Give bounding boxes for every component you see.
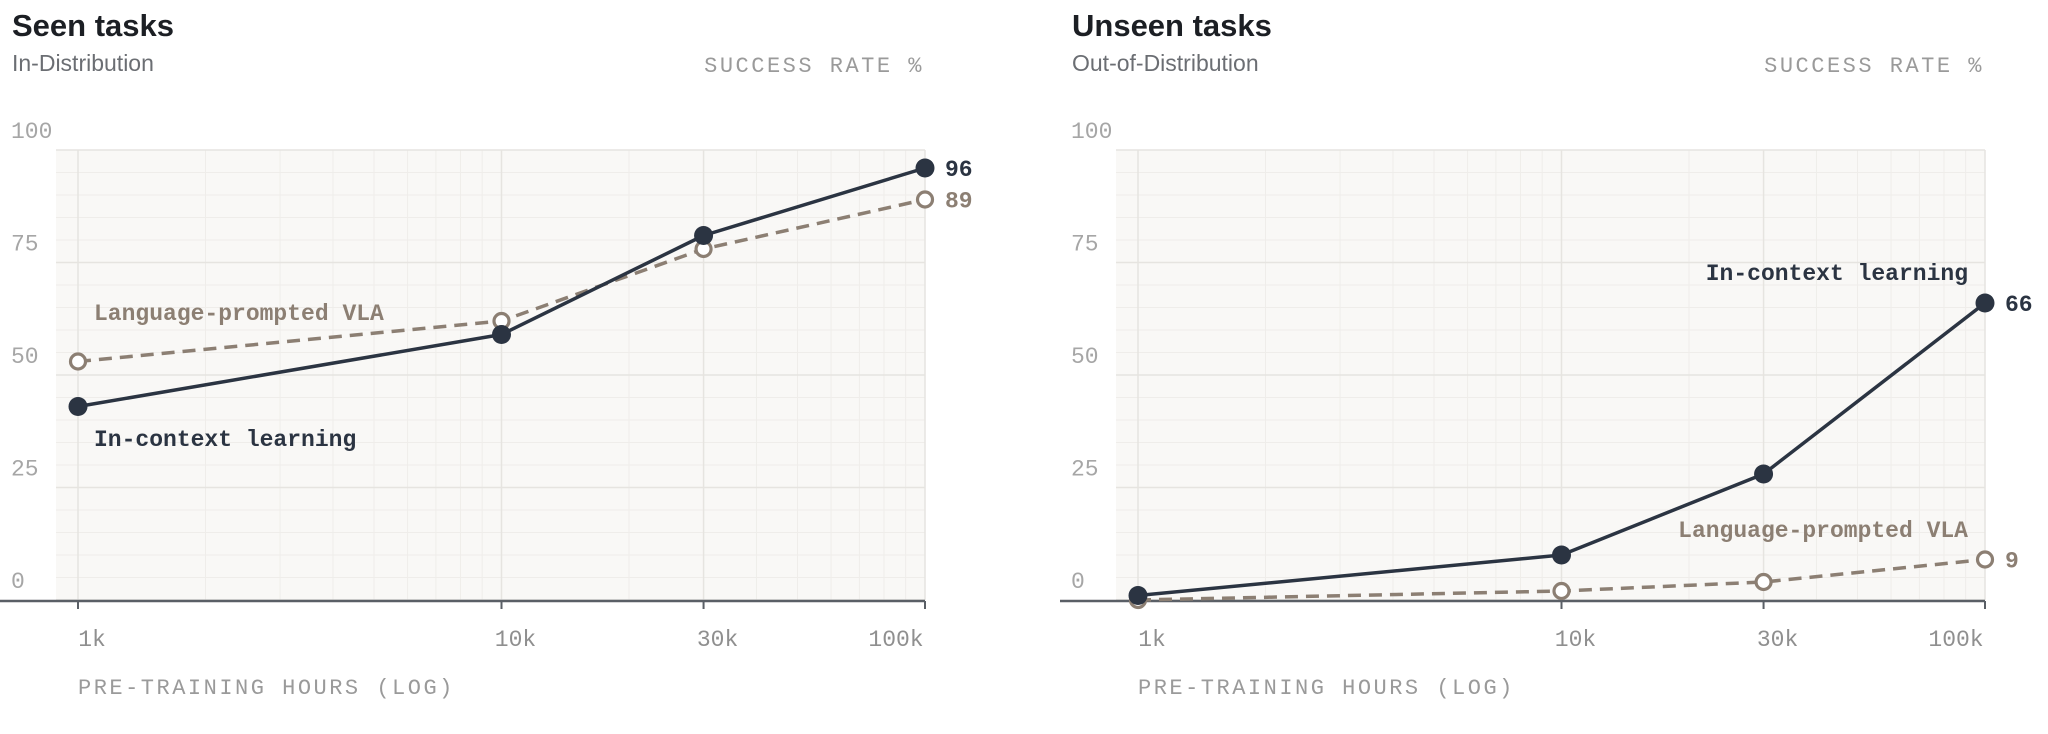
y-tick-label: 50 <box>11 344 39 370</box>
icl-series-label: In-context learning <box>94 427 356 453</box>
y-tick-label: 0 <box>11 569 25 595</box>
x-tick-label: 30k <box>1757 627 1798 653</box>
x-tick-label: 100k <box>868 627 923 653</box>
x-tick-label: 100k <box>1928 627 1983 653</box>
icl-data-point <box>1128 586 1148 605</box>
icl-data-point <box>1552 545 1571 565</box>
y-tick-label: 25 <box>11 457 39 483</box>
unseen-tasks-panel: Unseen tasks Out-of-Distribution 1k 10k 30… <box>1060 0 2048 729</box>
icl-data-point <box>68 397 88 416</box>
seen-tasks-plot: 1k 10k 30k 100k 0 25 50 75 100 SUCCESS RATE % PRE-… <box>0 54 973 701</box>
icl-data-point <box>915 158 935 178</box>
x-tick-label: 1k <box>1138 627 1166 653</box>
icl-series-line <box>1137 301 1987 598</box>
vla-data-point <box>915 190 935 209</box>
x-tick-label: 30k <box>697 627 738 653</box>
vla-end-value-label: 89 <box>945 189 973 215</box>
y-tick-label: 50 <box>1071 344 1099 370</box>
icl-end-value-label: 96 <box>945 157 973 183</box>
y-tick-label: 25 <box>1071 457 1099 483</box>
x-axis-label: PRE-TRAINING HOURS (LOG) <box>1138 676 1515 701</box>
icl-series-line <box>77 166 926 409</box>
x-tick-label: 1k <box>78 627 106 653</box>
y-tick-label: 0 <box>1071 569 1085 595</box>
chart-subtitle: Out-of-Distribution <box>1072 50 1259 76</box>
chart-title: Seen tasks <box>12 8 174 43</box>
vla-data-point <box>68 352 88 371</box>
y-tick-label: 100 <box>1071 119 1112 145</box>
vla-series-line <box>1137 557 1986 602</box>
y-tick-label: 75 <box>11 232 39 258</box>
seen-tasks-panel: Seen tasks In-Distribution 1k 10k 30k 100k 0… <box>0 0 1000 729</box>
y-axis-label: SUCCESS RATE % <box>1764 54 1984 79</box>
icl-data-point <box>694 226 714 245</box>
vla-end-value-label: 9 <box>2005 549 2019 575</box>
x-tick-label: 10k <box>495 627 536 653</box>
chart-subtitle: In-Distribution <box>12 50 154 76</box>
icl-data-point <box>1975 293 1995 313</box>
vla-series-label: Language-prompted VLA <box>1678 518 1968 544</box>
icl-end-value-label: 66 <box>2005 292 2033 318</box>
vla-data-point <box>1754 572 1773 592</box>
x-tick-label: 10k <box>1555 627 1596 653</box>
icl-data-point <box>492 325 511 344</box>
x-axis-label: PRE-TRAINING HOURS (LOG) <box>78 676 455 701</box>
vla-data-point <box>1552 581 1571 601</box>
chart-title: Unseen tasks <box>1072 8 1272 43</box>
vla-data-point <box>1975 550 1995 569</box>
icl-data-point <box>1754 464 1774 484</box>
icl-series-label: In-context learning <box>1706 261 1968 287</box>
vla-series-label: Language-prompted VLA <box>94 301 384 327</box>
unseen-tasks-plot: 1k 10k 30k 100k 0 25 50 75 100 SUCCESS RATE % PRE-… <box>1060 54 2033 701</box>
y-tick-label: 100 <box>11 119 52 145</box>
y-axis-label: SUCCESS RATE % <box>704 54 924 79</box>
y-tick-label: 75 <box>1071 232 1099 258</box>
